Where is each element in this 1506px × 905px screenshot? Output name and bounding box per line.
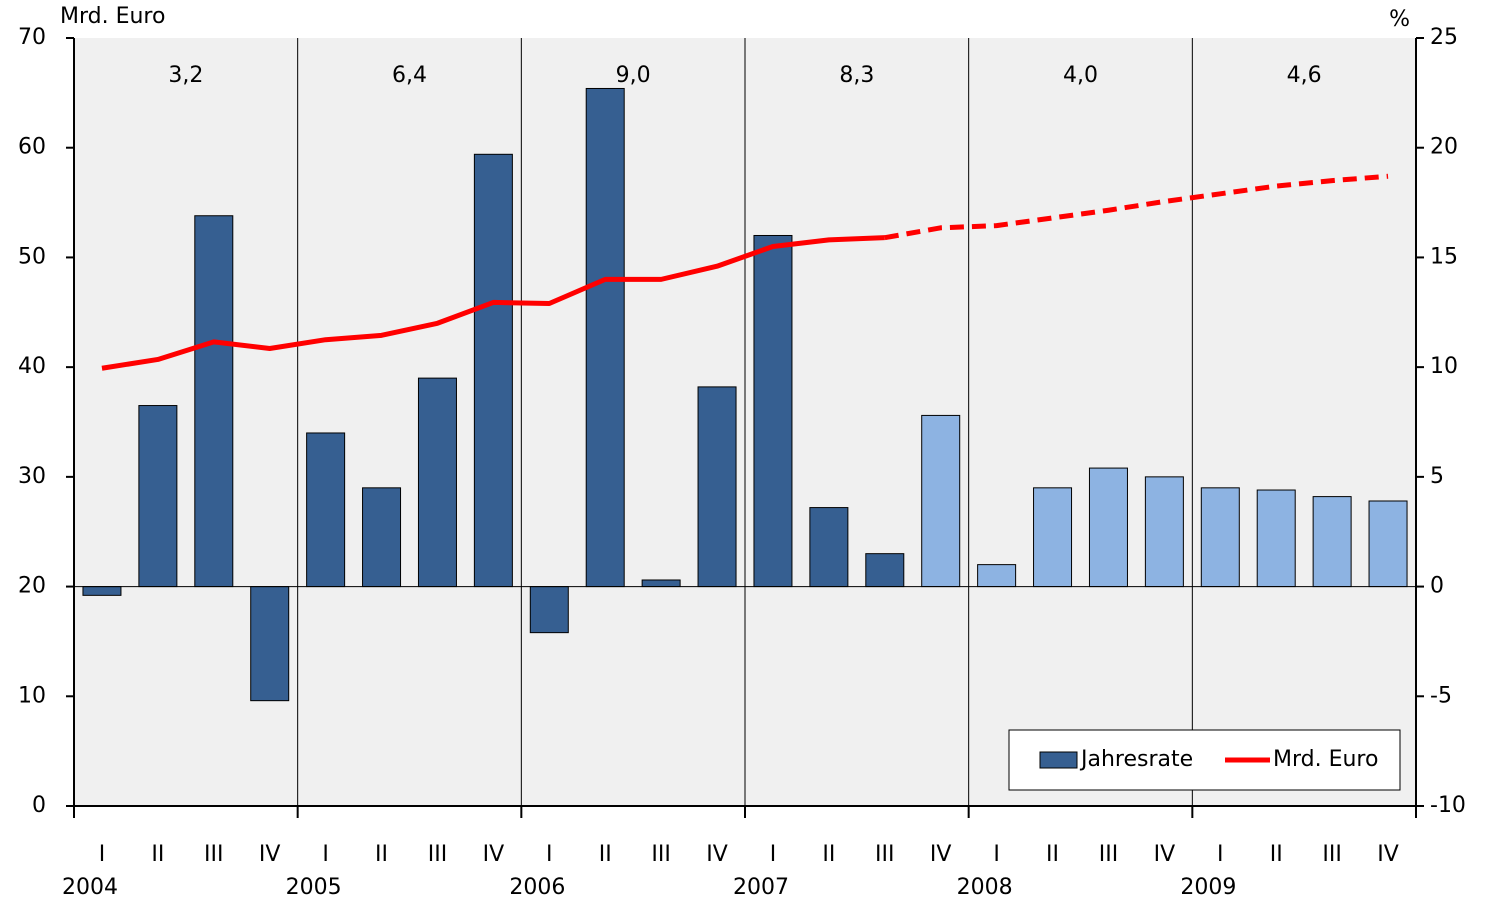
x-tick-label: II bbox=[375, 842, 388, 867]
x-tick-label: I bbox=[546, 842, 553, 867]
x-tick-label: I bbox=[99, 842, 106, 867]
bar bbox=[865, 553, 905, 588]
bar bbox=[1368, 500, 1408, 588]
x-tick-label: IV bbox=[1154, 842, 1176, 867]
y2-tick-label: 5 bbox=[1430, 464, 1444, 489]
y-tick-label: 20 bbox=[18, 574, 46, 599]
bar bbox=[82, 586, 122, 596]
y-axis-label: Mrd. Euro bbox=[60, 4, 165, 29]
bar bbox=[306, 432, 346, 588]
y2-tick-label: 10 bbox=[1430, 354, 1458, 379]
line-series bbox=[884, 173, 1389, 241]
bar bbox=[417, 377, 457, 588]
x-tick-label: I bbox=[1217, 842, 1224, 867]
x-tick-label: IV bbox=[706, 842, 728, 867]
bar bbox=[809, 507, 849, 588]
x-tick-label: III bbox=[428, 842, 447, 867]
x-tick-label: IV bbox=[259, 842, 281, 867]
bar bbox=[362, 487, 402, 588]
x-tick-label: II bbox=[1270, 842, 1283, 867]
annual-rate: 4,0 bbox=[1063, 63, 1098, 88]
y-tick-label: 60 bbox=[18, 135, 46, 160]
annual-rate: 8,3 bbox=[839, 63, 874, 88]
year-label: 2009 bbox=[1180, 875, 1236, 900]
x-tick-label: III bbox=[875, 842, 894, 867]
annual-rate: 6,4 bbox=[392, 63, 427, 88]
bar bbox=[1144, 476, 1184, 588]
y-tick-label: 0 bbox=[32, 793, 46, 818]
annual-rate: 4,6 bbox=[1287, 63, 1322, 88]
x-tick-label: II bbox=[822, 842, 835, 867]
x-tick-label: I bbox=[322, 842, 329, 867]
year-label: 2007 bbox=[733, 875, 789, 900]
x-tick-label: II bbox=[151, 842, 164, 867]
y-tick-label: 40 bbox=[18, 354, 46, 379]
y-tick-label: 30 bbox=[18, 464, 46, 489]
y2-tick-label: 25 bbox=[1430, 25, 1458, 50]
x-tick-label: IV bbox=[483, 842, 505, 867]
year-label: 2005 bbox=[286, 875, 342, 900]
bar bbox=[697, 386, 737, 588]
y2-tick-label: -10 bbox=[1430, 793, 1466, 818]
y2-tick-label: 15 bbox=[1430, 244, 1458, 269]
bar bbox=[921, 414, 961, 588]
bar bbox=[1033, 487, 1073, 588]
bar bbox=[753, 234, 793, 588]
y2-tick-label: -5 bbox=[1430, 683, 1452, 708]
legend-label: Jahresrate bbox=[1079, 747, 1193, 772]
x-tick-label: III bbox=[204, 842, 223, 867]
year-label: 2008 bbox=[957, 875, 1013, 900]
x-tick-label: III bbox=[1322, 842, 1341, 867]
bar bbox=[641, 579, 681, 588]
bar bbox=[1312, 496, 1352, 588]
x-tick-label: I bbox=[993, 842, 1000, 867]
line-series bbox=[101, 235, 885, 371]
y-tick-label: 50 bbox=[18, 244, 46, 269]
y-tick-label: 70 bbox=[18, 25, 46, 50]
bar bbox=[138, 405, 178, 588]
x-tick-label: IV bbox=[1377, 842, 1399, 867]
x-tick-label: I bbox=[770, 842, 777, 867]
x-tick-label: III bbox=[651, 842, 670, 867]
x-tick-label: III bbox=[1099, 842, 1118, 867]
annual-rate: 9,0 bbox=[616, 63, 651, 88]
year-label: 2004 bbox=[62, 875, 118, 900]
legend-swatch bbox=[1039, 751, 1078, 769]
bar bbox=[250, 586, 290, 702]
annual-rate: 3,2 bbox=[168, 63, 203, 88]
bar bbox=[1200, 487, 1240, 588]
bar bbox=[1088, 467, 1128, 588]
legend-label: Mrd. Euro bbox=[1273, 747, 1378, 772]
x-tick-label: IV bbox=[930, 842, 952, 867]
bar bbox=[585, 87, 625, 588]
y-tick-label: 10 bbox=[18, 683, 46, 708]
bar bbox=[473, 153, 513, 588]
x-tick-label: II bbox=[599, 842, 612, 867]
bar bbox=[1256, 489, 1296, 588]
bar bbox=[529, 586, 569, 634]
bar bbox=[194, 215, 234, 588]
bar bbox=[977, 564, 1017, 588]
y2-tick-label: 0 bbox=[1430, 574, 1444, 599]
year-label: 2006 bbox=[509, 875, 565, 900]
x-tick-label: II bbox=[1046, 842, 1059, 867]
y2-tick-label: 20 bbox=[1430, 135, 1458, 160]
y2-axis-label: % bbox=[1389, 7, 1410, 32]
